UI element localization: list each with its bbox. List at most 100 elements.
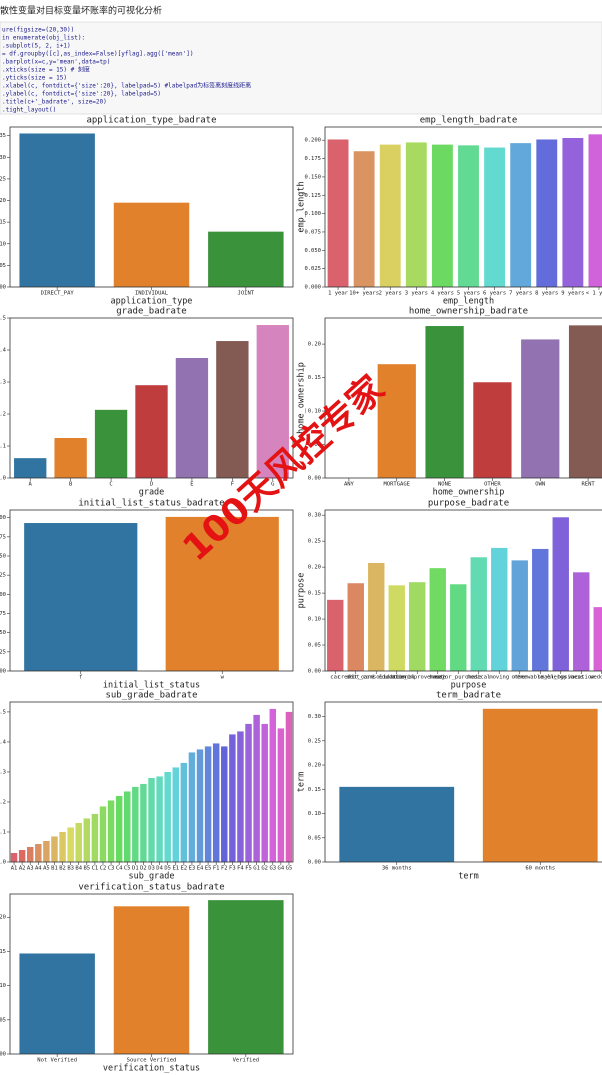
axes-frame: [9, 126, 294, 288]
x-tick-label: car: [330, 675, 341, 681]
y-tick-label: 0.5: [0, 316, 6, 322]
x-tick-label: C5: [124, 866, 131, 872]
bar: [256, 325, 289, 478]
x-tick-label: 9 years: [561, 291, 584, 297]
y-tick-label: 0.00: [0, 285, 6, 291]
y-tick-label: 0.1: [0, 444, 6, 450]
bar: [132, 786, 139, 862]
y-tick-label: 0.3: [0, 769, 6, 775]
bar: [19, 953, 95, 1054]
x-tick-label: 4 years: [431, 291, 454, 297]
x-tick-label: D3: [148, 866, 155, 872]
y-axis-label: purpose: [297, 573, 307, 609]
y-tick-label: 0.15: [0, 220, 6, 226]
chart-title: emp_length_badrate: [420, 116, 518, 126]
x-tick-label: major_purchase: [435, 675, 481, 681]
y-tick-label: 0.175: [0, 534, 6, 540]
bar: [552, 517, 569, 671]
y-tick-label: 0.025: [304, 266, 321, 272]
x-tick-label: Not Verified: [37, 1058, 77, 1064]
bar: [99, 806, 107, 862]
x-tick-label: C: [109, 482, 112, 488]
bar: [208, 900, 284, 1054]
chart-title: initial_list_status_badrate: [78, 499, 224, 509]
y-tick-label: 0.10: [308, 811, 321, 817]
y-tick-label: 0.00: [308, 669, 321, 675]
x-tick-label: E4: [197, 866, 204, 872]
x-tick-label: E5: [205, 866, 212, 872]
chart-title: verification_status_badrate: [78, 883, 224, 893]
y-tick-label: 0.1: [0, 829, 6, 835]
bar: [165, 516, 279, 671]
y-tick-label: 0.20: [0, 198, 6, 204]
x-tick-label: 1 year: [328, 291, 349, 297]
x-tick-label: INDIVIDUAL: [135, 291, 169, 297]
bar: [24, 523, 138, 671]
y-tick-label: 0.5: [0, 709, 6, 715]
bar: [482, 708, 598, 862]
y-tick-label: 0.25: [308, 738, 321, 744]
x-tick-label: A2: [19, 866, 26, 872]
x-tick-label: DIRECT_PAY: [41, 291, 75, 297]
x-tick-label: Verified: [233, 1058, 260, 1064]
x-tick-label: E: [190, 482, 193, 488]
x-tick-label: F4: [237, 866, 244, 872]
y-tick-label: 0.15: [0, 949, 6, 955]
code-line: .tight_layout(): [2, 107, 56, 114]
x-axis-label: purpose: [451, 681, 487, 691]
bar: [532, 548, 549, 671]
bar: [51, 836, 58, 862]
bar: [67, 827, 74, 862]
x-tick-label: medical: [467, 675, 490, 681]
y-tick-label: 0.30: [308, 513, 321, 519]
x-axis-label: verification_status: [103, 1064, 200, 1074]
code-line: .title(c+'_badrate', size=20): [2, 99, 107, 106]
x-tick-label: home_improvement: [391, 675, 444, 681]
bar: [212, 743, 220, 862]
bar: [54, 438, 87, 478]
y-tick-label: 0.0: [0, 476, 6, 482]
x-tick-label: 10+ years: [349, 291, 379, 297]
bar: [221, 746, 228, 862]
chart-title: application_type_badrate: [86, 116, 216, 126]
axes-frame: [324, 317, 602, 479]
bar: [409, 582, 426, 671]
x-tick-label: w: [221, 675, 225, 681]
y-tick-label: 0.2: [0, 799, 6, 805]
bar: [484, 147, 506, 287]
x-tick-label: A3: [27, 866, 34, 872]
x-tick-label: G2: [261, 866, 268, 872]
x-axis-label: initial_list_status: [103, 681, 200, 691]
chart-title: term_badrate: [436, 691, 501, 701]
chart-title: grade_badrate: [116, 307, 186, 317]
axes-frame: [9, 701, 294, 863]
x-tick-label: F5: [245, 866, 252, 872]
bar: [35, 843, 42, 862]
bar: [588, 134, 602, 287]
y-tick-label: 0.05: [308, 643, 321, 649]
bar: [450, 584, 467, 671]
y-tick-label: 0.150: [0, 554, 6, 560]
code-cell: [0, 21, 602, 115]
code-line: .xticks(size = 15) # 刻度: [2, 66, 90, 74]
y-tick-label: 0.10: [308, 409, 321, 415]
x-tick-label: educational: [379, 675, 415, 681]
bar: [229, 734, 236, 862]
x-tick-label: 3 years: [405, 291, 428, 297]
code-line: .ylabel(c, fontdict={'size':20}, labelpa…: [2, 91, 161, 98]
y-tick-label: 0.25: [0, 176, 6, 182]
bar: [269, 708, 277, 862]
bar: [115, 795, 123, 862]
bar: [327, 139, 349, 287]
bar: [208, 231, 284, 287]
bar: [458, 145, 479, 287]
axes-frame: [324, 509, 602, 672]
bar: [261, 723, 268, 862]
bar: [327, 599, 344, 671]
y-tick-label: 0.175: [304, 156, 321, 162]
y-tick-label: 0.075: [304, 229, 321, 235]
x-tick-label: moving: [489, 675, 509, 681]
y-tick-label: 0.05: [0, 1017, 6, 1023]
x-tick-label: Source Verified: [127, 1058, 177, 1064]
y-tick-label: 0.30: [0, 155, 6, 161]
